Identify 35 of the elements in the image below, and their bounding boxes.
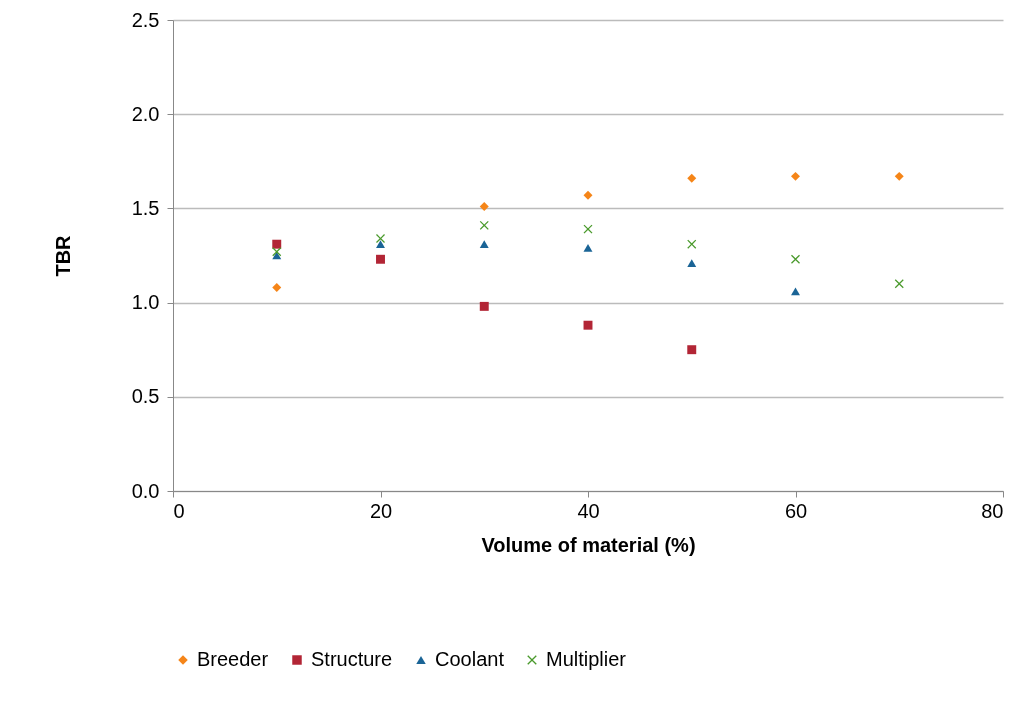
y-tick-label: 0.0 <box>131 479 160 502</box>
point <box>272 283 282 292</box>
point <box>479 301 489 311</box>
y-tick-label: 0.5 <box>131 385 160 408</box>
point <box>583 190 593 200</box>
point <box>791 171 800 181</box>
y-tick-label: 2.0 <box>131 102 160 125</box>
point <box>687 173 697 183</box>
point <box>583 224 593 234</box>
point <box>376 254 385 264</box>
point <box>583 244 593 252</box>
point <box>583 320 593 330</box>
x-tick-label: 80 <box>981 499 1004 522</box>
x-tick-label: 20 <box>369 499 393 522</box>
legend-label: Structure <box>311 648 393 670</box>
point <box>791 287 800 296</box>
y-axis-title: TBR <box>51 234 74 277</box>
y-tick-label: 1.0 <box>131 291 160 314</box>
legend-label: Multiplier <box>546 648 627 670</box>
x-tick-label: 60 <box>784 499 808 522</box>
point <box>272 239 282 249</box>
point <box>791 254 800 264</box>
point <box>894 171 904 181</box>
legend-label: Breeder <box>197 648 269 670</box>
point <box>687 259 697 267</box>
point <box>479 202 489 211</box>
y-tick-label: 2.5 <box>131 8 160 31</box>
x-axis-title: Volume of material (%) <box>481 533 696 556</box>
legend-label: Coolant <box>435 648 505 670</box>
point <box>376 240 385 249</box>
point <box>687 345 697 355</box>
x-tick-label: 0 <box>173 499 185 522</box>
x-tick-label: 40 <box>577 499 600 522</box>
y-tick-label: 1.5 <box>131 196 160 219</box>
point <box>479 240 489 249</box>
